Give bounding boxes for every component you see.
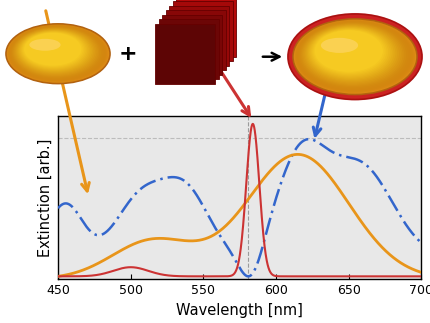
Ellipse shape <box>298 21 410 90</box>
Ellipse shape <box>293 19 417 95</box>
Ellipse shape <box>23 32 83 67</box>
Ellipse shape <box>313 29 387 74</box>
Ellipse shape <box>291 16 419 97</box>
Ellipse shape <box>289 15 421 98</box>
Ellipse shape <box>22 31 86 68</box>
Ellipse shape <box>303 24 401 84</box>
Polygon shape <box>172 2 233 61</box>
Ellipse shape <box>290 16 420 98</box>
Ellipse shape <box>311 28 388 75</box>
Ellipse shape <box>6 24 110 84</box>
Ellipse shape <box>6 24 110 84</box>
Ellipse shape <box>13 27 99 77</box>
Ellipse shape <box>29 39 61 51</box>
Y-axis label: Extinction [arb.]: Extinction [arb.] <box>37 139 52 257</box>
Ellipse shape <box>321 38 358 53</box>
Ellipse shape <box>289 15 421 99</box>
Ellipse shape <box>288 14 422 100</box>
Ellipse shape <box>19 30 89 70</box>
Ellipse shape <box>18 30 90 71</box>
Ellipse shape <box>24 33 81 66</box>
Ellipse shape <box>11 26 102 79</box>
Ellipse shape <box>294 19 415 93</box>
Polygon shape <box>162 15 222 75</box>
Ellipse shape <box>287 13 423 100</box>
X-axis label: Wavelength [nm]: Wavelength [nm] <box>176 303 303 318</box>
Ellipse shape <box>287 13 423 100</box>
Ellipse shape <box>16 29 93 73</box>
Polygon shape <box>159 19 218 79</box>
Ellipse shape <box>12 27 101 78</box>
Ellipse shape <box>304 25 399 83</box>
Ellipse shape <box>289 15 421 99</box>
Ellipse shape <box>15 29 95 74</box>
Ellipse shape <box>8 25 107 82</box>
Ellipse shape <box>14 28 98 76</box>
Ellipse shape <box>7 24 108 83</box>
Polygon shape <box>166 10 225 70</box>
Ellipse shape <box>307 26 396 80</box>
Polygon shape <box>169 6 229 66</box>
Ellipse shape <box>313 30 385 73</box>
Ellipse shape <box>296 21 412 91</box>
Text: +: + <box>119 44 137 64</box>
Ellipse shape <box>302 24 402 85</box>
Ellipse shape <box>308 27 394 79</box>
Ellipse shape <box>293 19 417 95</box>
Ellipse shape <box>10 26 104 80</box>
Ellipse shape <box>288 14 422 99</box>
Ellipse shape <box>309 27 392 78</box>
Ellipse shape <box>15 28 96 75</box>
Ellipse shape <box>300 23 406 87</box>
Polygon shape <box>155 24 215 84</box>
Ellipse shape <box>315 30 383 72</box>
Ellipse shape <box>290 16 420 97</box>
Ellipse shape <box>295 20 413 92</box>
Ellipse shape <box>288 14 422 99</box>
Ellipse shape <box>299 22 408 89</box>
Polygon shape <box>176 0 236 57</box>
Ellipse shape <box>301 23 405 86</box>
Ellipse shape <box>22 32 84 68</box>
Ellipse shape <box>306 26 397 81</box>
Ellipse shape <box>9 25 105 81</box>
Ellipse shape <box>310 28 390 77</box>
Ellipse shape <box>291 17 419 97</box>
Ellipse shape <box>20 31 87 69</box>
Ellipse shape <box>18 29 92 72</box>
